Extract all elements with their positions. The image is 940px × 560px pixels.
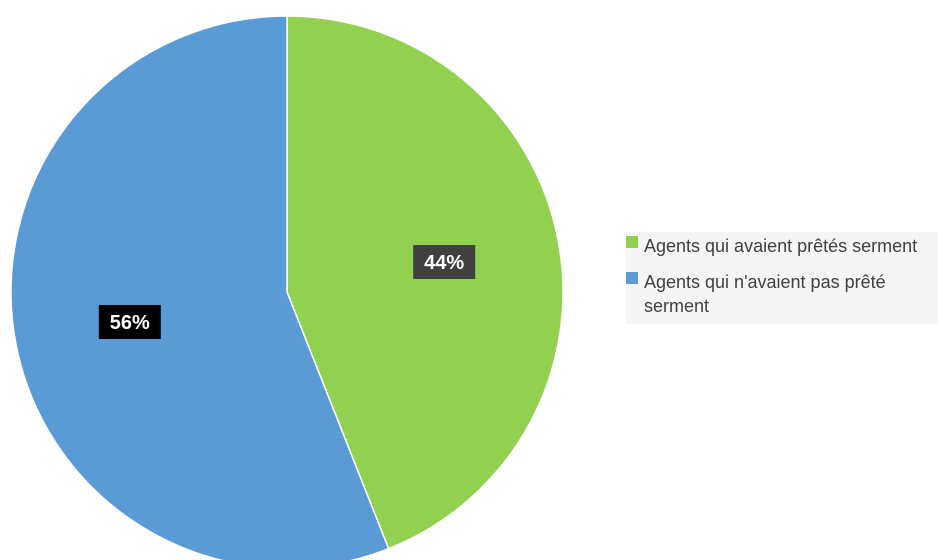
data-label-not-sworn: 56% (98, 305, 161, 339)
legend-item-not-sworn: Agents qui n'avaient pas prêté serment (626, 270, 938, 318)
data-label-sworn-text: 44% (424, 252, 464, 274)
pie-slice-sworn (286, 15, 564, 550)
legend-swatch-not-sworn (626, 272, 638, 284)
data-label-sworn: 44% (413, 245, 476, 279)
legend: Agents qui avaient prêtés serment Agents… (626, 232, 938, 324)
legend-item-sworn: Agents qui avaient prêtés serment (626, 234, 938, 258)
pie-slice-not-sworn (10, 15, 390, 560)
legend-label-sworn: Agents qui avaient prêtés serment (644, 236, 918, 256)
pie-plot-area: 44% 56% (10, 15, 564, 560)
legend-swatch-sworn (626, 236, 638, 248)
legend-label-not-sworn: Agents qui n'avaient pas prêté serment (644, 272, 886, 316)
data-label-not-sworn-text: 56% (110, 312, 150, 334)
data-label-sworn-box (413, 245, 476, 279)
data-label-not-sworn-box (98, 305, 161, 339)
